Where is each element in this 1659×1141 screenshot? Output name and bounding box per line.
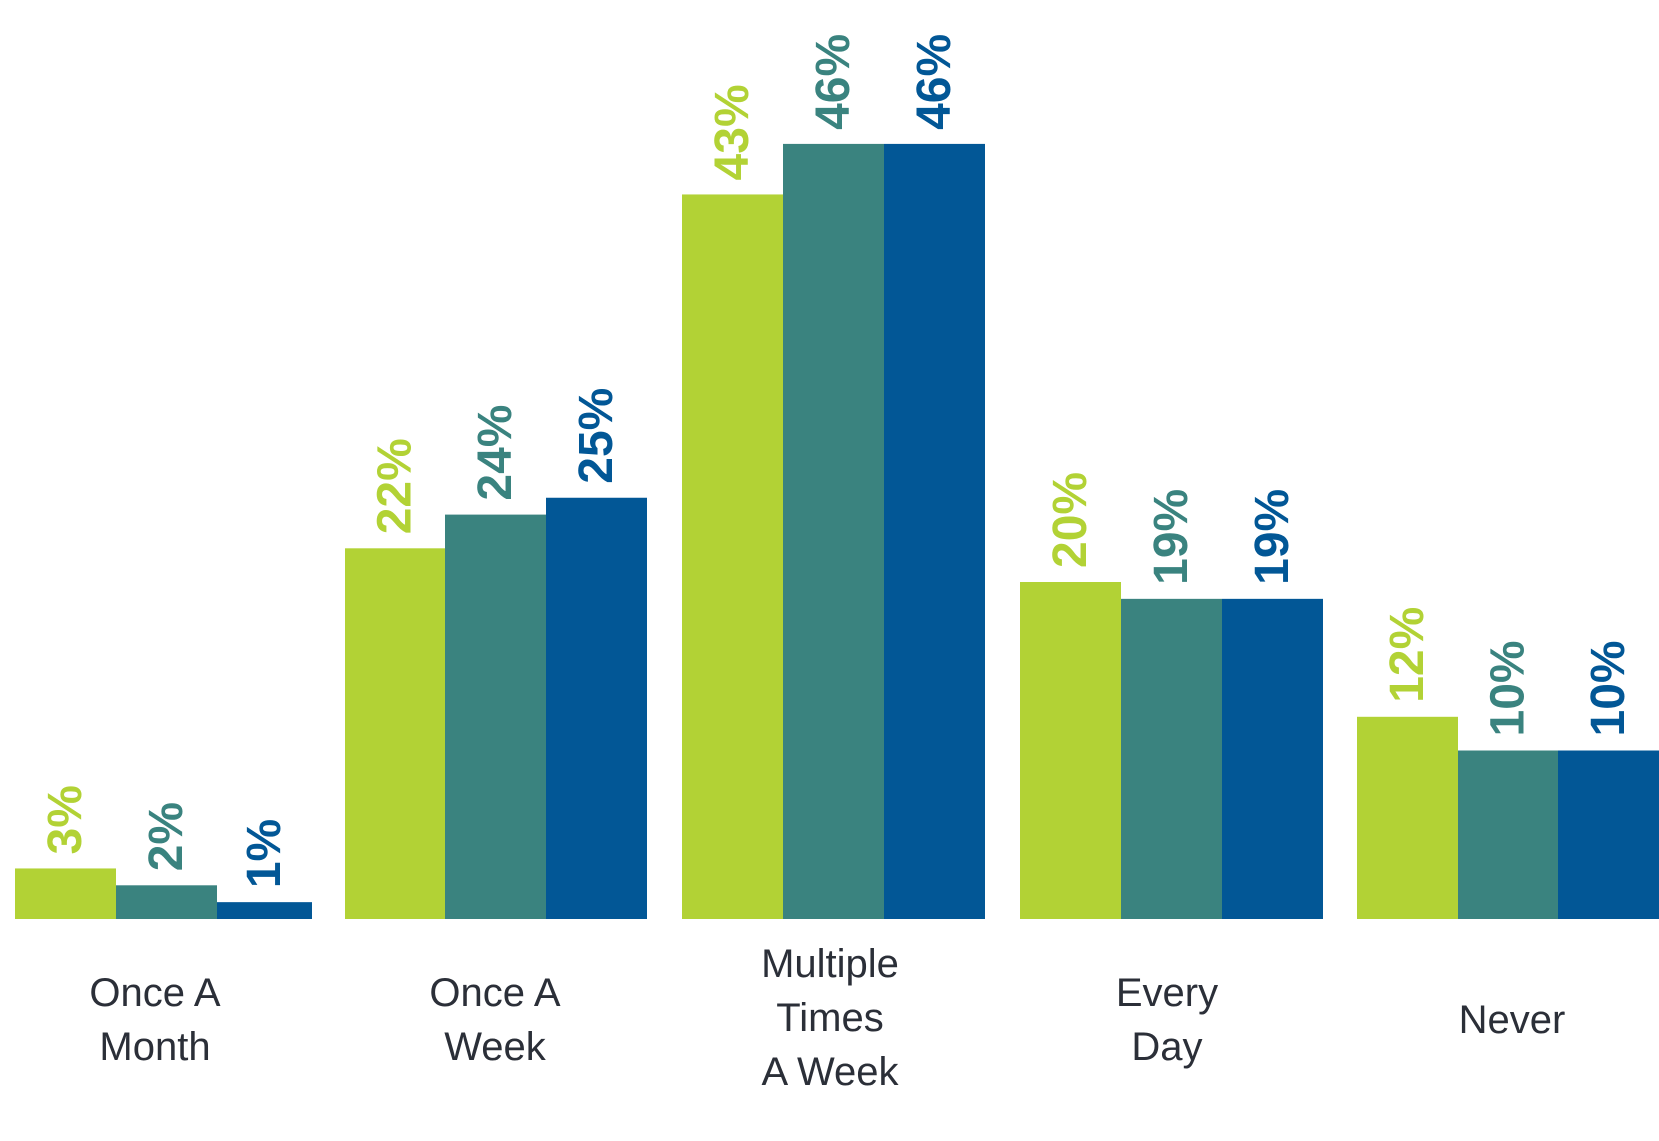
bar-once-a-month-series-3 [217, 902, 312, 919]
value-label-never-series-2: 10% [1482, 640, 1535, 736]
category-label-once-a-week: Once A Week [429, 971, 561, 1069]
category-label-line: A Week [761, 1050, 899, 1094]
category-labels-layer: Once A Month Once A Week Multiple Times A Week… [89, 942, 1565, 1094]
category-label-line: Month [99, 1025, 210, 1069]
bar-never-series-1 [1357, 716, 1458, 919]
category-label-line: Week [444, 1025, 547, 1069]
bar-once-a-month-series-2 [116, 885, 217, 919]
bar-never-series-3 [1558, 750, 1659, 919]
value-label-never-series-3: 10% [1582, 640, 1635, 736]
value-label-every-day-series-2: 19% [1145, 489, 1198, 585]
value-label-once-a-month-series-3: 1% [238, 819, 291, 888]
bar-never-series-2 [1458, 750, 1558, 919]
bar-multiple-times-a-week-series-1 [682, 194, 783, 919]
category-label-line: Times [776, 996, 883, 1040]
bar-every-day-series-3 [1222, 598, 1323, 919]
bar-multiple-times-a-week-series-2 [783, 143, 884, 919]
value-label-once-a-week-series-3: 25% [570, 388, 623, 484]
value-label-multiple-times-a-week-series-1: 43% [706, 84, 759, 180]
category-label-line: Never [1459, 998, 1566, 1042]
category-label-every-day: Every Day [1116, 971, 1218, 1069]
bar-every-day-series-2 [1121, 598, 1222, 919]
category-label-line: Day [1131, 1025, 1202, 1069]
bar-once-a-week-series-2 [445, 514, 546, 919]
value-label-once-a-month-series-1: 3% [39, 785, 92, 854]
value-label-every-day-series-1: 20% [1044, 472, 1097, 568]
bar-once-a-week-series-3 [546, 497, 647, 919]
category-label-line: Multiple [761, 942, 899, 986]
bar-multiple-times-a-week-series-3 [884, 143, 985, 919]
category-label-line: Once A [429, 971, 561, 1015]
category-label-multiple-times-a-week: Multiple Times A Week [761, 942, 899, 1094]
bar-every-day-series-1 [1020, 582, 1121, 919]
value-label-once-a-week-series-1: 22% [369, 438, 422, 534]
value-label-every-day-series-3: 19% [1246, 489, 1299, 585]
value-labels-layer: 3% 2% 1% 22% 24% 25% 43% 46% 46% 20% 19% 19% 12% 10% 1… [39, 34, 1635, 888]
bars-layer [15, 143, 1659, 919]
value-label-once-a-week-series-2: 24% [469, 405, 522, 501]
value-label-multiple-times-a-week-series-3: 46% [908, 34, 961, 130]
category-label-line: Every [1116, 971, 1218, 1015]
value-label-never-series-1: 12% [1381, 607, 1434, 703]
category-label-once-a-month: Once A Month [89, 971, 221, 1069]
value-label-once-a-month-series-2: 2% [140, 802, 193, 871]
value-label-multiple-times-a-week-series-2: 46% [807, 34, 860, 130]
category-label-never: Never [1459, 998, 1566, 1042]
bar-once-a-week-series-1 [345, 548, 445, 919]
bar-once-a-month-series-1 [15, 868, 116, 919]
category-label-line: Once A [89, 971, 221, 1015]
